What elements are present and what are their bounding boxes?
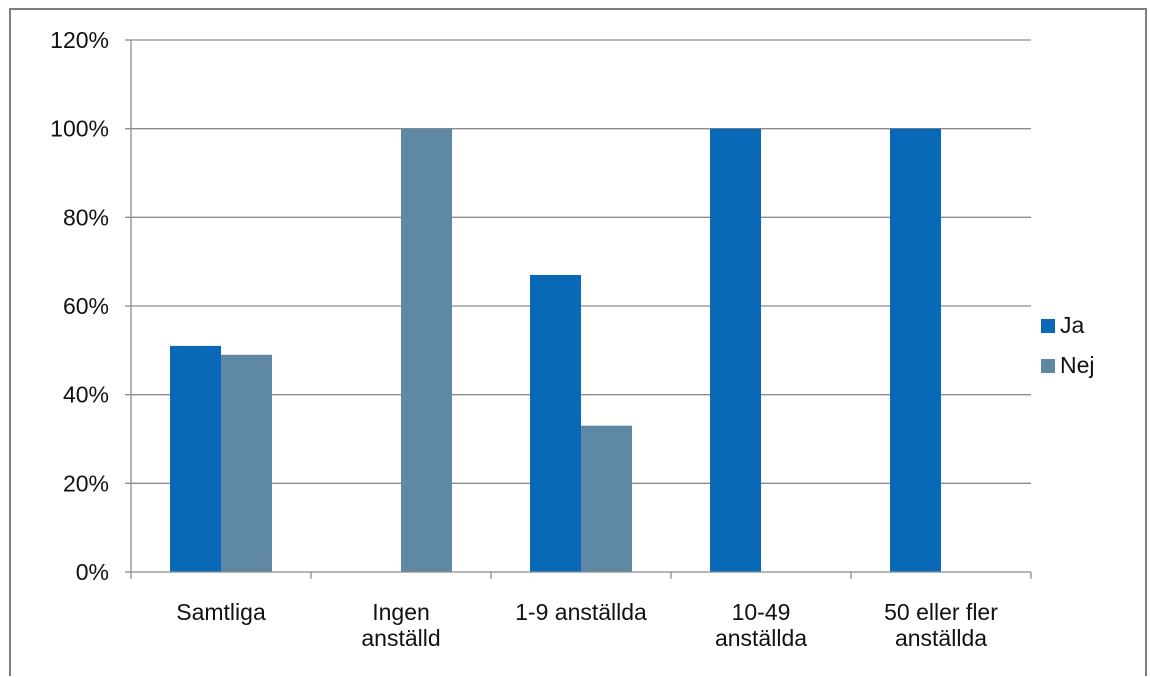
- legend-label-nej: Nej: [1060, 352, 1095, 378]
- axes: [125, 39, 1032, 579]
- y-tick-label: 60%: [63, 293, 109, 319]
- x-tick-labels: Samtliga Ingen anställd 1-9 anställda 10-49 a…: [176, 599, 998, 651]
- bar-ja: [710, 128, 761, 572]
- y-tick-label: 0%: [76, 559, 109, 585]
- bar-nej: [221, 354, 272, 572]
- bar-ja: [530, 274, 581, 572]
- bar-ja: [890, 128, 941, 572]
- legend-label-ja: Ja: [1060, 312, 1085, 338]
- y-tick-label: 80%: [63, 204, 109, 230]
- bar-nej: [401, 128, 452, 572]
- y-tick-labels: 0% 20% 40% 60% 80% 100% 120%: [50, 27, 109, 585]
- legend-swatch-nej: [1041, 359, 1055, 373]
- x-tick-label: Ingen anställd: [361, 599, 440, 651]
- bar-nej: [581, 425, 632, 572]
- x-tick-label: 10-49 anställda: [715, 599, 807, 651]
- bars: [170, 128, 941, 572]
- legend: Ja Nej: [1041, 312, 1095, 378]
- y-tick-label: 120%: [50, 27, 109, 53]
- bar-ja: [170, 345, 221, 572]
- chart-frame: [9, 8, 1147, 676]
- x-tick-label: 1-9 anställda: [515, 599, 647, 625]
- x-tick-label: Samtliga: [176, 599, 266, 625]
- legend-swatch-ja: [1041, 319, 1055, 333]
- y-tick-label: 40%: [63, 382, 109, 408]
- y-tick-label: 100%: [50, 116, 109, 142]
- y-tick-label: 20%: [63, 470, 109, 496]
- x-tick-label: 50 eller fler anställda: [884, 599, 998, 651]
